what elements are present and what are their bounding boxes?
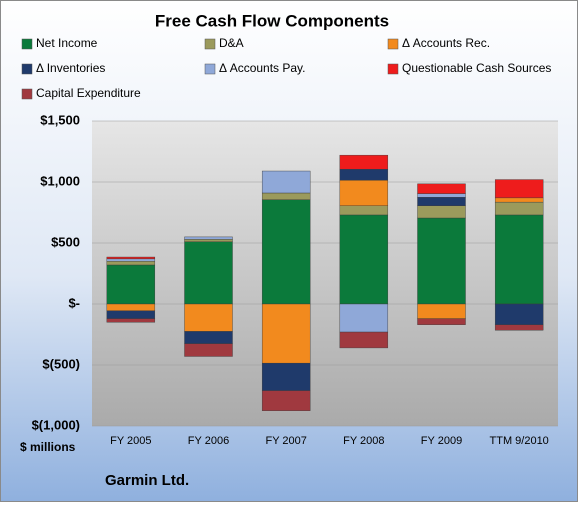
bar-segment (417, 217, 466, 305)
bar-segment (417, 205, 466, 219)
x-tick-label: FY 2007 (265, 435, 306, 447)
legend-label: D&A (219, 36, 244, 50)
legend-swatch (387, 38, 399, 50)
bar-segment (417, 183, 466, 194)
bar-segment (261, 390, 311, 411)
x-tick-label: FY 2008 (343, 435, 384, 447)
bar-segment (106, 264, 156, 305)
bar-segment (417, 197, 466, 206)
bar-segment (339, 179, 389, 206)
y-tick-label: $- (68, 295, 80, 310)
bar-segment (494, 303, 544, 325)
bar-segment (184, 331, 233, 344)
bar-segment (106, 258, 156, 262)
legend-label: Capital Expenditure (36, 86, 141, 100)
bar-segment (339, 214, 389, 305)
bar-segment (106, 256, 156, 260)
x-tick-label: FY 2006 (188, 435, 229, 447)
bar-segment (417, 303, 466, 319)
bar-segment (494, 214, 544, 305)
legend-swatch (21, 63, 33, 75)
bar-segment (184, 303, 233, 332)
legend-swatch (204, 38, 216, 50)
footer: Garmin Ltd. (105, 472, 189, 489)
plot-area (92, 121, 558, 426)
bar-segment (106, 310, 156, 319)
legend-label: Δ Accounts Rec. (402, 36, 490, 50)
bar-segment (261, 362, 311, 391)
bar-segment (106, 318, 156, 323)
legend-swatch (387, 63, 399, 75)
legend-swatch (21, 88, 33, 100)
chart-title: Free Cash Flow Components (155, 11, 389, 30)
bar-segment (494, 324, 544, 331)
bar-segment (339, 303, 389, 333)
x-tick-label: TTM 9/2010 (490, 435, 549, 447)
bar-segment (184, 343, 233, 357)
bar-segment (417, 318, 466, 325)
bar-segment (106, 261, 156, 266)
bar-segment (417, 193, 466, 198)
y-tick-label: $1,000 (40, 173, 80, 188)
bar-segment (261, 303, 311, 364)
legend-label: Δ Inventories (36, 61, 105, 75)
bar-segment (339, 331, 389, 349)
bar-segment (106, 303, 156, 311)
bar-segment (184, 241, 233, 305)
y-tick-label: $(500) (42, 356, 80, 371)
bar-segment (261, 192, 311, 200)
bar-segment (339, 205, 389, 216)
y-unit-label: $ millions (20, 440, 76, 454)
bar-segment (494, 201, 544, 216)
legend-swatch (204, 63, 216, 75)
bar-segment (339, 154, 389, 170)
bar-segment (261, 170, 311, 194)
bar-segment (184, 239, 233, 242)
legend-label: Questionable Cash Sources (402, 61, 551, 75)
legend-swatch (21, 38, 33, 50)
bar-segment (494, 179, 544, 199)
x-tick-label: FY 2005 (110, 435, 151, 447)
legend-label: Δ Accounts Pay. (219, 61, 306, 75)
bar-segment (261, 199, 311, 305)
y-tick-label: $(1,000) (32, 417, 80, 432)
legend-label: Net Income (36, 36, 98, 50)
bar-segment (184, 236, 233, 240)
bar-segment (339, 168, 389, 181)
y-tick-label: $500 (51, 234, 80, 249)
y-tick-label: $1,500 (40, 112, 80, 127)
bar-segment (494, 197, 544, 203)
x-tick-label: FY 2009 (421, 435, 462, 447)
